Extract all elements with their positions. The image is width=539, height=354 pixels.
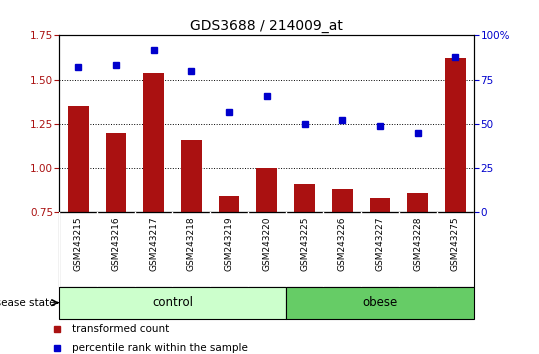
Bar [294,184,315,345]
Text: GSM243220: GSM243220 [262,216,271,270]
Text: GSM243226: GSM243226 [338,216,347,270]
Bar [143,73,164,345]
Text: GSM243219: GSM243219 [225,216,233,271]
Bar [219,196,239,345]
Text: transformed count: transformed count [72,324,169,333]
Bar [407,193,428,345]
Text: GSM243216: GSM243216 [112,216,120,271]
Bar [106,133,126,345]
Text: control: control [152,296,193,309]
Bar [68,106,88,345]
Bar [445,58,466,345]
Text: GSM243225: GSM243225 [300,216,309,270]
Bar [332,189,353,345]
FancyBboxPatch shape [59,287,286,319]
Text: obese: obese [362,296,398,309]
Bar [181,140,202,345]
Text: GSM243215: GSM243215 [74,216,82,271]
Bar [370,198,390,345]
Text: disease state: disease state [0,298,55,308]
Bar [257,168,277,345]
Text: GSM243227: GSM243227 [376,216,384,270]
Text: GSM243218: GSM243218 [187,216,196,271]
Text: GSM243275: GSM243275 [451,216,460,271]
FancyBboxPatch shape [286,287,474,319]
Text: percentile rank within the sample: percentile rank within the sample [72,343,248,353]
Title: GDS3688 / 214009_at: GDS3688 / 214009_at [190,19,343,33]
Text: GSM243217: GSM243217 [149,216,158,271]
Text: GSM243228: GSM243228 [413,216,422,270]
